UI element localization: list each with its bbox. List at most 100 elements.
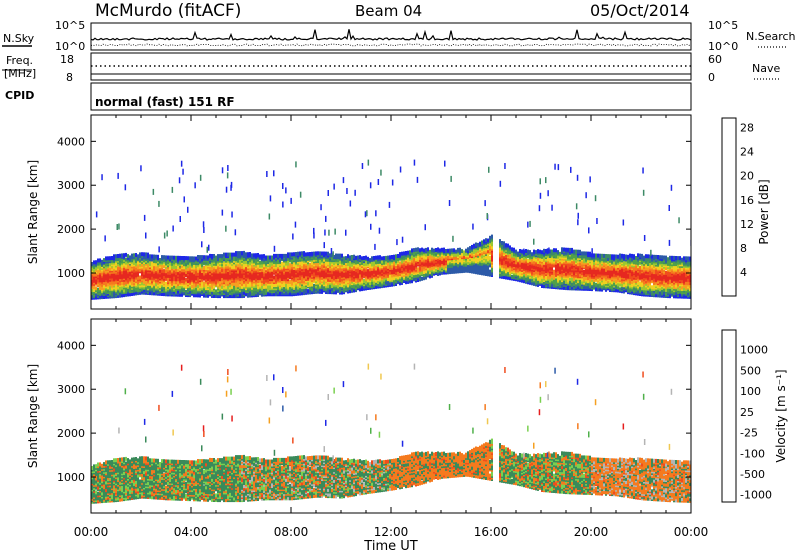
power-cell — [507, 243, 509, 248]
power-cell — [283, 286, 285, 291]
power-cell — [223, 294, 225, 299]
freq-nave-traces — [91, 65, 691, 75]
power-cell — [481, 254, 483, 259]
power-cell — [449, 248, 451, 253]
power-cell — [207, 255, 209, 260]
power-cell — [97, 269, 99, 274]
power-cell — [309, 262, 311, 267]
power-cell — [477, 242, 479, 247]
power-cell — [213, 254, 215, 258]
power-cell — [257, 263, 259, 268]
power-cell — [469, 253, 471, 258]
freq-tick-bottom: 8 — [66, 71, 73, 84]
power-cell — [127, 287, 129, 292]
power-cell — [247, 252, 249, 257]
power-cell — [433, 248, 435, 253]
power-cell — [525, 272, 527, 277]
power-cell — [291, 260, 293, 265]
power-cell — [133, 253, 135, 258]
power-cell — [457, 252, 459, 257]
power-cell — [347, 283, 349, 288]
power-cell — [97, 258, 99, 263]
power-cell — [379, 255, 381, 260]
power-cell — [475, 242, 477, 247]
power-cell — [321, 251, 323, 256]
noise-tick-left-top: 10^5 — [55, 19, 85, 32]
power-cell — [147, 252, 149, 257]
power-cell — [331, 256, 333, 261]
power-cell — [459, 256, 461, 261]
power-cell — [283, 253, 285, 258]
power-cell — [133, 285, 135, 290]
power-cell — [209, 253, 211, 258]
power-cell — [289, 280, 291, 284]
power-cell — [125, 252, 127, 257]
power-cell — [447, 248, 449, 253]
power-cell — [247, 279, 249, 284]
power-cell — [145, 270, 147, 275]
power-cell — [269, 261, 271, 266]
power-cell — [243, 274, 245, 278]
power-cell — [437, 268, 439, 273]
power-cell — [219, 280, 221, 285]
power-cell — [119, 287, 121, 292]
power-cell — [481, 240, 483, 245]
power-cell — [353, 283, 355, 288]
power-cell — [325, 251, 327, 256]
power-cell — [263, 289, 265, 294]
noise-traces — [90, 29, 692, 47]
cpid-value: normal (fast) 151 RF — [95, 95, 235, 109]
power-cell — [211, 261, 213, 266]
power-cell — [339, 267, 341, 272]
power-cell — [167, 277, 169, 281]
power-cell — [443, 258, 445, 263]
power-cell — [171, 255, 173, 260]
power-cell — [489, 255, 491, 260]
power-cell — [475, 270, 477, 275]
cpid-label: CPID — [5, 89, 34, 102]
power-cell — [313, 283, 315, 288]
power-cell — [355, 278, 357, 283]
power-cell — [375, 255, 377, 260]
power-cell — [429, 249, 431, 254]
power-cell — [301, 251, 303, 256]
nsearch-trace — [91, 43, 692, 47]
power-cell — [239, 277, 241, 282]
power-cell — [165, 284, 167, 289]
power-cell — [101, 272, 103, 277]
power-cell — [261, 254, 263, 259]
power-cell — [163, 269, 165, 274]
power-cell — [113, 269, 115, 274]
power-cell — [223, 252, 225, 257]
power-cell — [541, 250, 543, 255]
power-cell — [537, 256, 539, 261]
freq-unit-label: [MHz] — [4, 67, 36, 80]
power-cell — [171, 291, 173, 295]
power-cell — [121, 281, 123, 286]
power-cell — [377, 255, 379, 260]
power-cell — [489, 238, 491, 243]
power-cell — [349, 255, 351, 260]
power-cell — [365, 255, 367, 260]
power-cell — [285, 270, 287, 275]
power-cell — [169, 261, 171, 266]
power-cell — [503, 259, 505, 264]
power-cell — [233, 278, 235, 283]
nsearch-label: N.Search — [746, 30, 796, 43]
cpid-panel-frame — [90, 82, 692, 111]
power-cell — [125, 263, 127, 268]
power-cell — [367, 256, 369, 261]
power-cell — [273, 275, 275, 280]
power-cell — [163, 255, 165, 260]
power-cell — [551, 283, 553, 288]
power-cell — [367, 269, 369, 274]
power-cell — [327, 288, 329, 293]
power-cell — [371, 274, 373, 279]
power-cell — [453, 248, 455, 253]
power-cell — [315, 251, 317, 256]
power-cell — [309, 252, 311, 256]
power-cell — [363, 279, 365, 283]
power-cell — [471, 244, 473, 249]
power-cell — [279, 253, 281, 258]
power-cell — [323, 286, 325, 291]
